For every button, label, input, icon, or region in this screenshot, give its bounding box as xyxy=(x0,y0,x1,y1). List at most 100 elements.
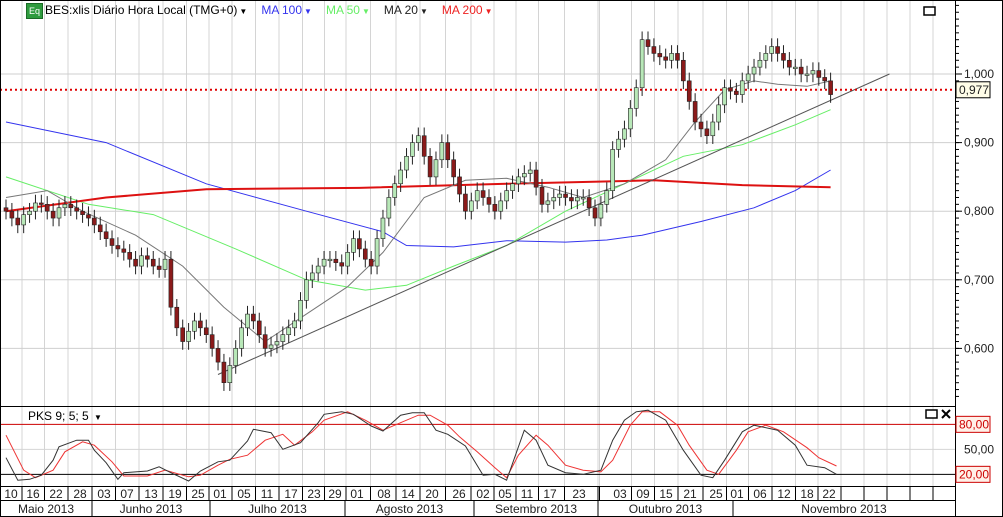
candle xyxy=(734,82,739,103)
indicator-ma50[interactable]: MA 50 ▼ xyxy=(326,3,370,17)
candle-body xyxy=(39,202,44,205)
ma20-line xyxy=(5,80,831,343)
candle xyxy=(669,45,674,69)
candle-body xyxy=(480,190,486,198)
x-tick-label: 23 xyxy=(572,487,586,501)
candle xyxy=(492,196,498,220)
candle xyxy=(203,319,209,343)
candle-body xyxy=(15,217,21,226)
candle xyxy=(262,326,268,357)
candle-body xyxy=(787,59,792,68)
candle-body xyxy=(92,217,97,226)
candle-body xyxy=(198,320,203,329)
candle xyxy=(628,100,633,138)
candle-body xyxy=(203,327,209,335)
chevron-down-icon: ▼ xyxy=(304,7,312,16)
candle-body xyxy=(256,320,262,335)
candle-body xyxy=(463,193,468,212)
x-tick-label: 17 xyxy=(543,487,557,501)
y-tick-label: 0,700 xyxy=(964,273,994,287)
candle-body xyxy=(215,348,221,363)
candle xyxy=(745,65,751,90)
candle-body xyxy=(439,142,445,161)
candle xyxy=(386,189,392,227)
candle xyxy=(498,192,504,220)
month-label: Outubro 2013 xyxy=(629,502,703,516)
candle xyxy=(439,134,445,168)
candle-body xyxy=(56,207,62,219)
candle xyxy=(33,194,38,220)
candle xyxy=(162,250,168,278)
candle xyxy=(769,38,775,62)
candle-body xyxy=(469,200,474,212)
candle xyxy=(121,240,127,261)
candle-body xyxy=(97,224,103,233)
candle-body xyxy=(421,135,427,157)
maximize-icon[interactable] xyxy=(925,409,938,419)
candle-body xyxy=(828,80,833,95)
x-tick-label: 13 xyxy=(144,487,158,501)
month-label: Setembro 2013 xyxy=(495,502,577,516)
candle xyxy=(792,58,798,76)
candle-body xyxy=(539,186,545,205)
candle xyxy=(268,336,274,357)
candle xyxy=(563,185,568,206)
candle-body xyxy=(192,320,197,332)
x-tick-label: 25 xyxy=(191,487,205,501)
candle-body xyxy=(304,279,309,301)
candle xyxy=(62,196,68,217)
candle-body xyxy=(298,300,303,322)
month-label: Maio 2013 xyxy=(18,502,74,516)
maximize-icon[interactable] xyxy=(923,6,936,16)
candle xyxy=(209,326,215,357)
candle xyxy=(692,93,698,131)
candle-body xyxy=(280,334,286,342)
candle-body xyxy=(156,265,162,270)
candle xyxy=(545,192,551,213)
level-label: 20,00 xyxy=(959,467,989,481)
symbol-selector[interactable]: Eq BES:xlis Diário Hora Local (TMG+0) ▼ xyxy=(26,3,247,19)
indicator-ma20[interactable]: MA 20 ▼ xyxy=(384,3,428,17)
candle-body xyxy=(739,80,745,95)
indicator-ma100[interactable]: MA 100 ▼ xyxy=(261,3,312,17)
x-tick-label: 17 xyxy=(284,487,298,501)
candle-body xyxy=(510,183,515,191)
candle-body xyxy=(816,70,822,78)
oscillator-selector[interactable]: PKS 9; 5; 5 ▼ xyxy=(28,409,102,423)
candle-body xyxy=(115,245,121,250)
close-icon[interactable] xyxy=(941,409,951,419)
candle-body xyxy=(33,202,38,212)
equity-badge-icon: Eq xyxy=(26,3,44,19)
candle-body xyxy=(133,258,138,267)
current-price-label: 0,977 xyxy=(959,83,989,97)
candle xyxy=(44,196,50,220)
candle xyxy=(415,127,421,151)
candle-body xyxy=(86,214,91,219)
x-tick-label: 14 xyxy=(401,487,415,501)
x-tick-label: 05 xyxy=(237,487,251,501)
candle-body xyxy=(498,200,504,212)
candle xyxy=(368,250,374,275)
candle-body xyxy=(127,252,132,260)
candle xyxy=(551,189,557,210)
x-tick-label: 03 xyxy=(613,487,627,501)
x-tick-label: 05 xyxy=(498,487,512,501)
candle xyxy=(610,141,615,199)
candle xyxy=(822,69,828,90)
candle xyxy=(374,230,380,275)
candle-body xyxy=(692,101,698,123)
candle xyxy=(192,312,197,340)
symbol-label: BES:xlis Diário Hora Local (TMG+0) xyxy=(45,3,238,17)
candle xyxy=(21,206,26,234)
oscillator-label: PKS 9; 5; 5 xyxy=(28,409,89,423)
candle xyxy=(510,175,515,199)
chevron-down-icon: ▼ xyxy=(484,7,493,16)
candle xyxy=(828,72,833,103)
candle-body xyxy=(569,197,574,202)
candle xyxy=(751,58,757,83)
candle xyxy=(486,189,492,213)
candle-body xyxy=(504,190,509,202)
candle-body xyxy=(775,46,780,54)
indicator-ma200[interactable]: MA 200 ▼ xyxy=(442,3,493,17)
